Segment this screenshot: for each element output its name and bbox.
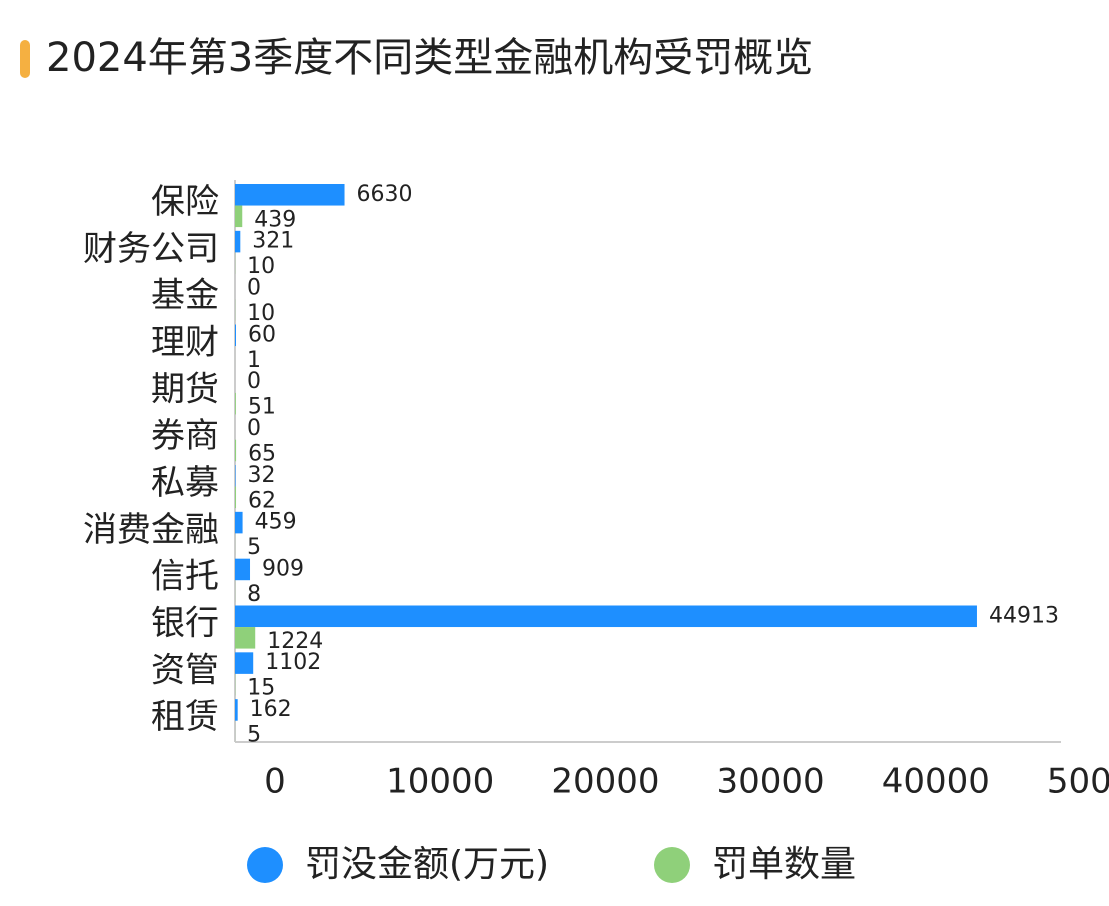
y-tick-label: 券商 (151, 416, 219, 456)
value-label: 0 (247, 416, 261, 441)
bar (235, 440, 236, 462)
y-tick-label: 财务公司 (83, 229, 219, 269)
bar (235, 487, 236, 509)
value-label: 0 (247, 369, 261, 394)
value-label: 6630 (357, 182, 413, 207)
x-tick-label: 0 (264, 762, 286, 802)
value-label: 459 (255, 510, 297, 535)
bar (235, 699, 238, 721)
value-label: 0 (247, 275, 261, 300)
legend-marker (654, 847, 690, 883)
value-label: 5 (247, 722, 261, 747)
bar (235, 652, 253, 674)
value-label: 909 (262, 556, 304, 581)
y-tick-label: 租赁 (151, 697, 219, 737)
value-label: 5 (247, 535, 261, 560)
value-label: 321 (252, 229, 294, 254)
legend-marker (247, 847, 283, 883)
bar (235, 325, 236, 347)
legend-label: 罚没金额(万元) (305, 844, 549, 885)
value-label: 60 (248, 322, 276, 347)
value-label: 32 (248, 463, 276, 488)
title-accent (20, 40, 30, 78)
value-label: 1102 (265, 650, 321, 675)
x-tick-label: 30000 (717, 762, 825, 802)
x-tick-label: 10000 (386, 762, 494, 802)
chart-title: 2024年第3季度不同类型金融机构受罚概览 (46, 35, 813, 81)
x-tick-label: 50000 (1047, 762, 1109, 802)
value-label: 44913 (989, 603, 1059, 628)
bar (235, 184, 345, 206)
y-tick-label: 银行 (151, 603, 219, 643)
bar (235, 393, 236, 415)
bar (235, 606, 977, 628)
y-tick-label: 私募 (151, 463, 219, 503)
value-label: 162 (250, 697, 292, 722)
value-label: 8 (247, 582, 261, 607)
bar (235, 206, 242, 228)
bar (235, 512, 243, 534)
x-tick-label: 20000 (551, 762, 659, 802)
bar (235, 231, 240, 253)
y-tick-label: 消费金融 (83, 510, 219, 550)
y-tick-label: 理财 (151, 322, 219, 362)
y-tick-label: 资管 (151, 650, 219, 690)
y-tick-label: 期货 (151, 369, 219, 409)
x-tick-label: 40000 (882, 762, 990, 802)
bar (235, 465, 236, 487)
y-tick-label: 保险 (151, 182, 219, 222)
legend-label: 罚单数量 (712, 844, 856, 885)
y-tick-label: 信托 (151, 557, 219, 597)
y-tick-label: 基金 (151, 276, 219, 316)
bar (235, 627, 255, 649)
bar (235, 559, 250, 581)
